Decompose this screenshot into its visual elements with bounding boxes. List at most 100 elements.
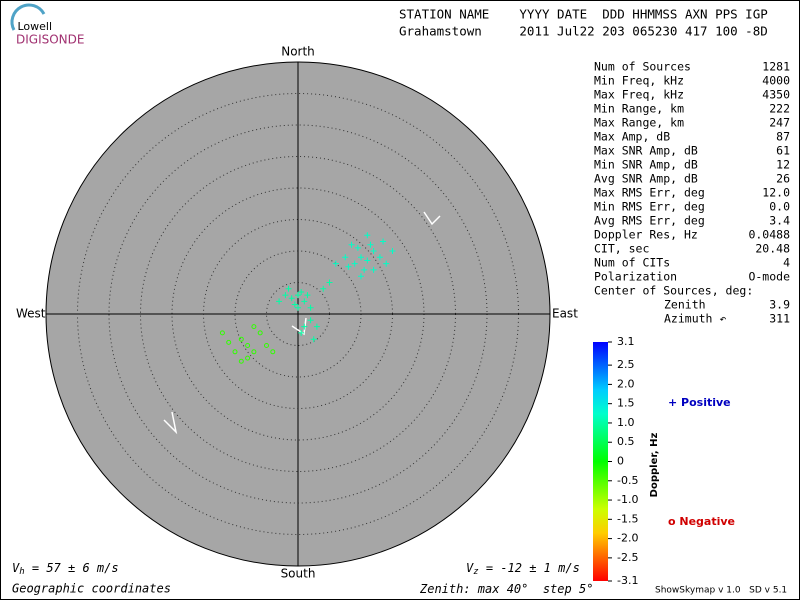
source-positive (291, 301, 298, 308)
stat-label: Polarization (594, 270, 677, 284)
stat-label: Max Amp, dB (594, 130, 670, 144)
source-positive (285, 285, 292, 292)
source-positive (310, 336, 317, 343)
stat-label: Max RMS Err, deg (594, 186, 705, 200)
source-positive (364, 232, 371, 239)
stat-label: Min RMS Err, deg (594, 200, 705, 214)
colorbar-tick-label: 2.0 (617, 377, 635, 390)
stat-value: 87 (776, 130, 790, 144)
stat-value: 4 (783, 256, 790, 270)
colorbar-tick-label: -1.5 (617, 512, 638, 525)
center-value: 311 (769, 312, 790, 326)
stat-value: 4350 (762, 88, 790, 102)
colorbar-tick-label: 0.5 (617, 435, 635, 448)
stat-value: 0.0 (769, 200, 790, 214)
colorbar-tick-label: -1.0 (617, 493, 638, 506)
source-positive (358, 254, 364, 261)
colorbar-tick-label: -2.5 (617, 551, 638, 564)
colorbar-tick-label: 1.5 (617, 397, 635, 410)
source-negative (232, 349, 238, 355)
stat-label: Min SNR Amp, dB (594, 158, 698, 172)
colorbar-tick-label: 3.1 (617, 335, 635, 348)
source-positive (288, 295, 295, 302)
source-positive (361, 266, 368, 273)
colorbar-tick-label: -0.5 (617, 474, 638, 487)
stat-label: Max SNR Amp, dB (594, 144, 698, 158)
source-positive (301, 323, 308, 330)
source-negative (251, 349, 257, 355)
source-positive (351, 260, 358, 267)
colorbar-tick-label: 1.0 (617, 416, 635, 429)
vz: Vz = -12 ± 1 m/s (466, 561, 580, 577)
source-positive (282, 292, 289, 299)
stat-label: Min Freq, kHz (594, 74, 684, 88)
stat-label: Max Range, km (594, 116, 684, 130)
source-negative (226, 339, 232, 345)
source-positive (383, 260, 390, 267)
source-negative (245, 355, 251, 361)
stat-value: O-mode (748, 270, 790, 284)
version: ShowSkymap v 1.0 SD v 5.1 (655, 586, 787, 596)
source-positive (320, 285, 327, 292)
zenith-info: Zenith: max 40° step 5° (419, 582, 593, 596)
logo-arc (10, 3, 46, 31)
colorbar-tick-label: -2.0 (617, 532, 638, 545)
source-positive (301, 298, 308, 305)
source-positive (342, 254, 349, 261)
center-label: Azimuth ↶ (664, 312, 726, 326)
stat-label: Num of Sources (594, 60, 691, 74)
source-positive (326, 279, 333, 286)
brand-top: Lowell (17, 20, 52, 33)
source-positive (304, 292, 311, 299)
source-positive (276, 298, 283, 305)
header-labels: STATION NAME YYYY DATE DDD HHMMSS AXN PP… (399, 7, 768, 22)
velocity-arrow (291, 317, 307, 336)
colorbar-tick-label: 2.5 (617, 358, 635, 371)
source-negative (245, 343, 251, 348)
colorbar (593, 342, 608, 581)
source-positive (367, 241, 374, 248)
source-negative (257, 330, 263, 336)
source-negative (270, 349, 276, 355)
stat-value: 26 (776, 172, 790, 186)
source-negative (264, 343, 269, 348)
source-negative (238, 336, 244, 342)
source-positive (376, 254, 383, 261)
stat-label: Num of CITs (594, 256, 670, 270)
source-positive (313, 323, 320, 330)
center-title: Center of Sources, deg: (594, 284, 753, 298)
center-label: Zenith (664, 298, 706, 312)
velocity-arrow (163, 411, 178, 435)
stat-value: 20.48 (755, 242, 790, 256)
stat-label: Avg SNR Amp, dB (594, 172, 698, 186)
stat-value: 4000 (762, 74, 790, 88)
source-positive (345, 263, 352, 270)
stat-label: Min Range, km (594, 102, 684, 116)
source-positive (298, 288, 305, 295)
source-positive (370, 266, 377, 273)
source-positive (332, 260, 339, 267)
legend-positive: + Positive (668, 396, 731, 409)
source-positive (298, 329, 305, 336)
source-positive (295, 304, 301, 311)
source-positive (380, 238, 387, 245)
stat-value: 12.0 (762, 186, 790, 200)
stat-value: 12 (776, 158, 790, 172)
source-positive (354, 244, 361, 251)
colorbar-tick-label: 0 (617, 455, 624, 468)
center-value: 3.9 (769, 298, 790, 312)
source-positive (364, 257, 371, 264)
source-positive (307, 304, 314, 311)
stat-value: 61 (776, 144, 790, 158)
stat-label: Doppler Res, Hz (594, 228, 698, 242)
source-positive (348, 241, 355, 248)
north-label: North (281, 45, 315, 59)
source-negative (238, 358, 244, 364)
stat-value: 247 (769, 116, 790, 130)
source-positive (358, 273, 364, 280)
stat-label: Avg RMS Err, deg (594, 214, 705, 228)
source-positive (295, 292, 301, 299)
coords: Geographic coordinates (12, 582, 171, 596)
source-negative (219, 330, 225, 336)
